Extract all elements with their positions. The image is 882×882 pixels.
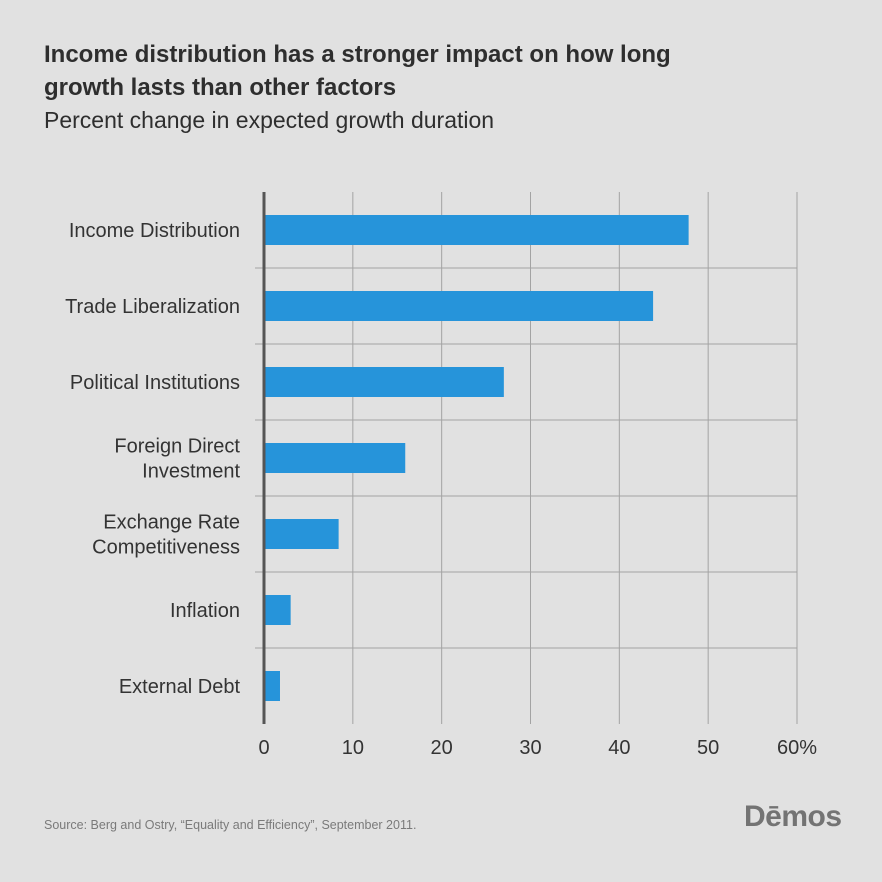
category-label: Trade Liberalization — [65, 296, 240, 318]
bar — [264, 215, 689, 245]
category-label: Income Distribution — [69, 220, 240, 242]
x-tick-label: 40 — [608, 737, 630, 759]
category-label: External Debt — [119, 676, 241, 698]
bar — [264, 671, 280, 701]
x-tick-label: 20 — [431, 737, 453, 759]
demos-logo: Dēmos — [744, 800, 842, 833]
category-label: Exchange Rate Competitiveness — [92, 512, 240, 559]
x-tick-label: 30 — [519, 737, 541, 759]
bar — [264, 519, 339, 549]
chart-subtitle: Percent change in expected growth durati… — [44, 107, 495, 133]
bar — [264, 443, 406, 473]
source-note: Source: Berg and Ostry, “Equality and Ef… — [44, 818, 417, 832]
bar — [264, 291, 654, 321]
x-tick-label: 60% — [777, 737, 817, 759]
category-label: Foreign Direct Investment — [114, 436, 240, 483]
chart-title: Income distribution has a stronger impac… — [44, 41, 671, 101]
bar — [264, 367, 504, 397]
x-tick-label: 10 — [342, 737, 364, 759]
category-label: Inflation — [170, 600, 240, 622]
bar — [264, 595, 291, 625]
x-tick-label: 50 — [697, 737, 719, 759]
category-label: Political Institutions — [70, 372, 240, 394]
x-tick-label: 0 — [258, 737, 269, 759]
